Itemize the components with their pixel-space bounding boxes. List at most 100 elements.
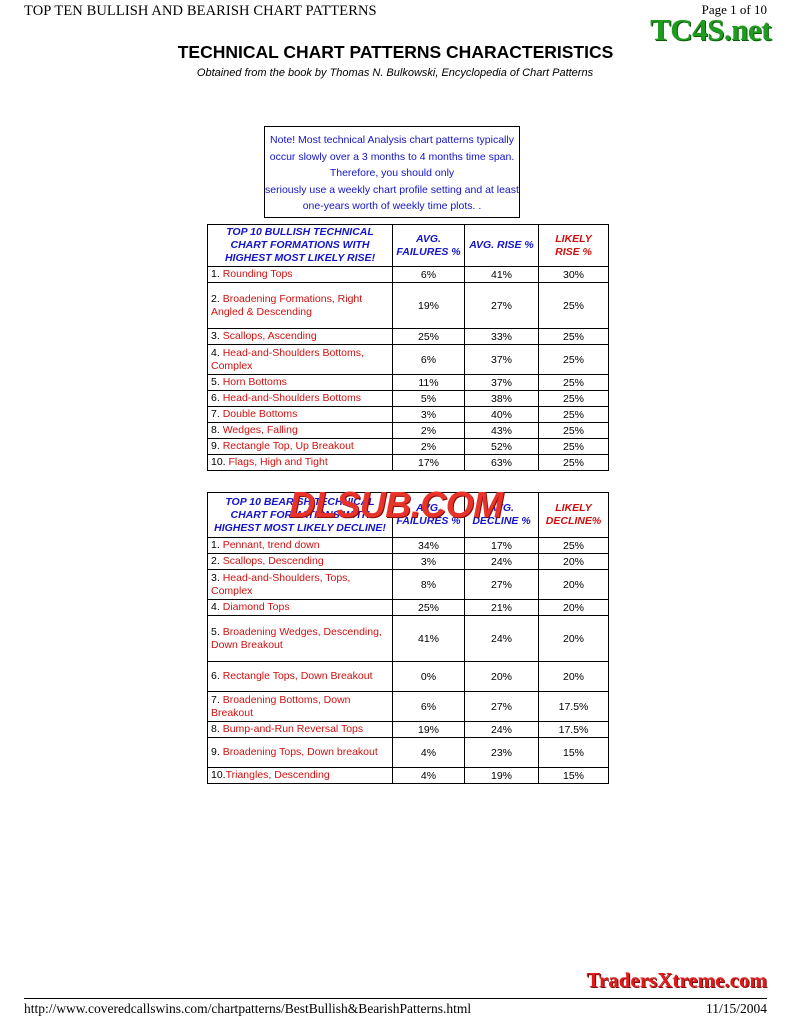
row-number: 9. bbox=[211, 440, 223, 452]
tc4s-logo: TC4S.net bbox=[650, 12, 771, 47]
row-name: Bump-and-Run Reversal Tops bbox=[222, 723, 364, 735]
header-title: TOP TEN BULLISH AND BEARISH CHART PATTER… bbox=[24, 3, 377, 19]
row-name: Horn Bottoms bbox=[222, 376, 287, 388]
row-failures: 25% bbox=[392, 599, 465, 616]
row-number: 8. bbox=[211, 424, 223, 436]
row-number: 10. bbox=[211, 769, 226, 781]
row-number: 6. bbox=[211, 670, 223, 682]
bullish-header-rise: AVG. RISE % bbox=[464, 224, 539, 267]
table-row: 2. Broadening Formations, Right Angled &… bbox=[207, 282, 609, 329]
row-name: Head-and-Shoulders Bottoms bbox=[222, 392, 362, 404]
footer-divider bbox=[24, 998, 767, 999]
row-decline: 27% bbox=[464, 691, 539, 722]
table-row: 7. Broadening Bottoms, Down Breakout 6% … bbox=[207, 691, 609, 722]
note-line-4: seriously use a weekly chart profile set… bbox=[265, 183, 519, 196]
page-subtitle: Obtained from the book by Thomas N. Bulk… bbox=[196, 67, 594, 79]
table-header-row: TOP 10 BULLISH TECHNICAL CHART FORMATION… bbox=[207, 224, 609, 267]
row-number: 1. bbox=[211, 539, 223, 551]
row-rise: 27% bbox=[464, 282, 539, 329]
row-failures: 6% bbox=[392, 691, 465, 722]
row-number: 5. bbox=[211, 625, 223, 638]
table-row: 8. Wedges, Falling 2% 43% 25% bbox=[207, 422, 609, 439]
row-number: 10. bbox=[211, 456, 229, 468]
table-row: 6. Rectangle Tops, Down Breakout 0% 20% … bbox=[207, 661, 609, 692]
table-row: 1. Rounding Tops 6% 41% 30% bbox=[207, 266, 609, 283]
row-name: Diamond Tops bbox=[222, 601, 290, 613]
row-likely: 20% bbox=[538, 661, 609, 692]
row-failures: 2% bbox=[392, 422, 465, 439]
row-decline: 23% bbox=[464, 737, 539, 768]
row-name: Head-and-Shoulders, Tops, Complex bbox=[211, 571, 351, 597]
row-number: 8. bbox=[211, 723, 223, 735]
row-failures: 17% bbox=[392, 454, 465, 471]
row-name: Flags, High and Tight bbox=[228, 456, 328, 468]
row-name: Pennant, trend down bbox=[222, 539, 320, 551]
row-likely: 25% bbox=[538, 328, 609, 345]
row-name: Wedges, Falling bbox=[222, 424, 298, 436]
row-rise: 40% bbox=[464, 406, 539, 423]
row-rise: 38% bbox=[464, 390, 539, 407]
row-number: 1. bbox=[211, 268, 223, 280]
row-failures: 3% bbox=[392, 553, 465, 570]
row-number: 2. bbox=[211, 555, 223, 567]
row-likely: 20% bbox=[538, 599, 609, 616]
row-name: Double Bottoms bbox=[222, 408, 298, 420]
row-failures: 4% bbox=[392, 767, 465, 784]
row-decline: 24% bbox=[464, 721, 539, 738]
row-failures: 3% bbox=[392, 406, 465, 423]
bullish-header-name: TOP 10 BULLISH TECHNICAL CHART FORMATION… bbox=[207, 224, 393, 267]
row-rise: 37% bbox=[464, 374, 539, 391]
row-likely: 20% bbox=[538, 615, 609, 662]
note-line-2: occur slowly over a 3 months to 4 months… bbox=[269, 150, 515, 163]
bullish-patterns-table: TOP 10 BULLISH TECHNICAL CHART FORMATION… bbox=[207, 224, 609, 471]
row-likely: 20% bbox=[538, 553, 609, 570]
row-name: Broadening Wedges, Descending, Down Brea… bbox=[211, 625, 382, 651]
row-likely: 25% bbox=[538, 344, 609, 375]
row-rise: 52% bbox=[464, 438, 539, 455]
row-likely: 25% bbox=[538, 374, 609, 391]
row-likely: 20% bbox=[538, 569, 609, 600]
table-row: 4. Head-and-Shoulders Bottoms, Complex 6… bbox=[207, 344, 609, 375]
row-failures: 2% bbox=[392, 438, 465, 455]
note-line-3: Therefore, you should only bbox=[329, 167, 455, 179]
row-decline: 19% bbox=[464, 767, 539, 784]
footer-date: 11/15/2004 bbox=[705, 1001, 767, 1016]
row-decline: 21% bbox=[464, 599, 539, 616]
row-decline: 20% bbox=[464, 661, 539, 692]
row-rise: 41% bbox=[464, 266, 539, 283]
bullish-header-failures: AVG. FAILURES % bbox=[392, 224, 465, 267]
bearish-patterns-table: TOP 10 BEARISH TECHNICAL CHART FORMATION… bbox=[207, 492, 609, 784]
row-failures: 8% bbox=[392, 569, 465, 600]
table-row: 5. Broadening Wedges, Descending, Down B… bbox=[207, 615, 609, 662]
table-row: 2. Scallops, Descending 3% 24% 20% bbox=[207, 553, 609, 570]
row-failures: 19% bbox=[392, 282, 465, 329]
row-failures: 0% bbox=[392, 661, 465, 692]
row-likely: 15% bbox=[538, 767, 609, 784]
row-decline: 17% bbox=[464, 537, 539, 554]
row-number: 5. bbox=[211, 376, 223, 388]
row-rise: 43% bbox=[464, 422, 539, 439]
row-name: Broadening Formations, Right Angled & De… bbox=[211, 292, 363, 318]
row-rise: 37% bbox=[464, 344, 539, 375]
table-row: 9. Broadening Tops, Down breakout 4% 23%… bbox=[207, 737, 609, 768]
row-likely: 25% bbox=[538, 390, 609, 407]
row-likely: 25% bbox=[538, 406, 609, 423]
row-likely: 17.5% bbox=[538, 691, 609, 722]
row-number: 6. bbox=[211, 392, 223, 404]
row-failures: 4% bbox=[392, 737, 465, 768]
row-number: 4. bbox=[211, 601, 223, 613]
note-line-1: Note! Most technical Analysis chart patt… bbox=[270, 134, 514, 146]
row-number: 7. bbox=[211, 408, 223, 420]
row-name: Rectangle Top, Up Breakout bbox=[222, 440, 354, 452]
row-likely: 25% bbox=[538, 282, 609, 329]
row-number: 7. bbox=[211, 693, 223, 706]
tradersxtreme-logo: TradersXtreme.com bbox=[586, 968, 767, 992]
page-title: TECHNICAL CHART PATTERNS CHARACTERISTICS bbox=[177, 42, 614, 62]
row-likely: 25% bbox=[538, 422, 609, 439]
row-name: Head-and-Shoulders Bottoms, Complex bbox=[211, 346, 364, 372]
table-row: 6. Head-and-Shoulders Bottoms 5% 38% 25% bbox=[207, 390, 609, 407]
row-number: 9. bbox=[211, 746, 223, 758]
table-row: 7. Double Bottoms 3% 40% 25% bbox=[207, 406, 609, 423]
row-failures: 11% bbox=[392, 374, 465, 391]
table-row: 5. Horn Bottoms 11% 37% 25% bbox=[207, 374, 609, 391]
